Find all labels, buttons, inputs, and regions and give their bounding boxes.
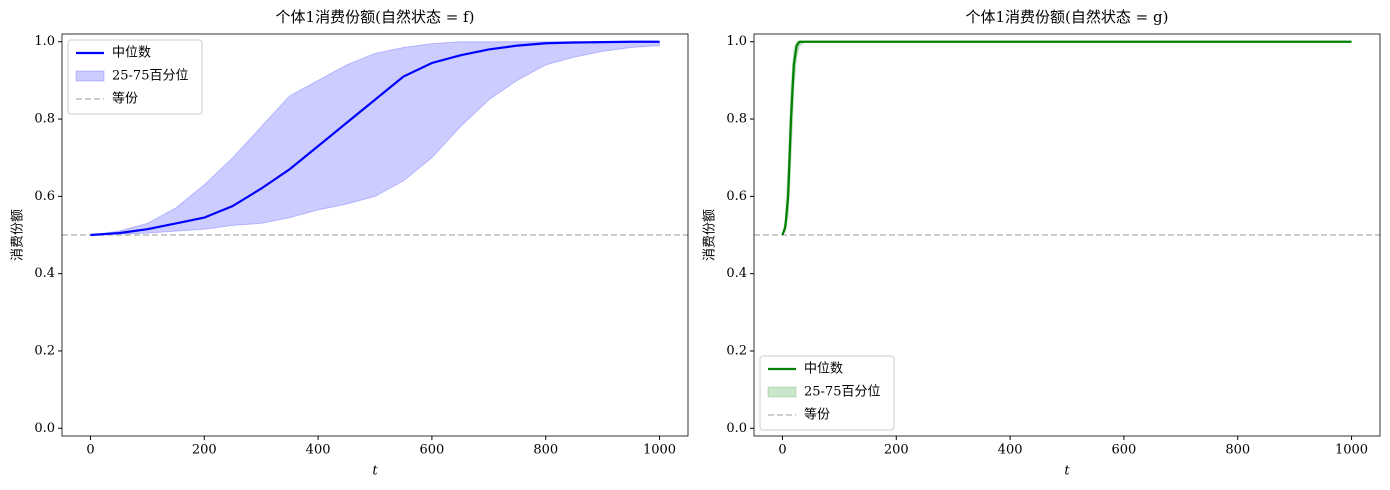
x-tick-label: 0	[86, 443, 94, 458]
line	[781, 40, 1352, 236]
legend-label: 25-75百分位	[112, 69, 188, 84]
y-tick-label: 0.2	[726, 343, 747, 358]
y-tick-label: 0.8	[726, 112, 747, 127]
legend-label: 中位数	[112, 46, 151, 61]
x-tick-label: 200	[192, 443, 217, 458]
plot-area	[754, 40, 1380, 236]
y-tick-label: 0.4	[34, 266, 55, 281]
y-tick-label: 0.6	[726, 189, 747, 204]
x-axis-label: t	[372, 464, 378, 479]
y-tick-label: 0.8	[34, 112, 55, 127]
plot-area	[62, 40, 688, 237]
legend-swatch	[75, 70, 105, 82]
x-tick-label: 1000	[1335, 443, 1368, 458]
x-tick-label: 400	[306, 443, 331, 458]
axes-frame	[61, 33, 689, 437]
band	[781, 41, 1352, 236]
y-tick-label: 0.2	[34, 343, 55, 358]
x-tick-label: 1000	[643, 443, 676, 458]
x-axis-label: t	[1064, 464, 1070, 479]
x-tick-label: 400	[998, 443, 1023, 458]
x-tick-label: 200	[884, 443, 909, 458]
y-tick-label: 1.0	[34, 34, 55, 49]
legend-label: 等份	[804, 407, 830, 423]
x-tick-label: 800	[533, 443, 558, 458]
y-tick-label: 0.4	[726, 266, 747, 281]
x-tick-label: 0	[778, 443, 786, 458]
y-tick-label: 0.0	[726, 421, 747, 436]
legend-label: 中位数	[804, 362, 843, 377]
line	[90, 40, 660, 237]
axes-frame	[753, 33, 1381, 437]
chart-title: 个体1消费份额(自然状态 = g)	[966, 8, 1169, 26]
y-tick-label: 1.0	[726, 34, 747, 49]
y-tick-label: 0.6	[34, 189, 55, 204]
y-axis-label: 消费份额	[11, 209, 26, 261]
legend-box	[67, 39, 203, 115]
y-axis-label: 消费份额	[703, 209, 718, 261]
legend-label: 25-75百分位	[804, 385, 880, 400]
legend-label: 等份	[112, 91, 138, 107]
x-tick-label: 600	[419, 443, 444, 458]
y-tick-label: 0.0	[34, 421, 55, 436]
legend-swatch	[767, 386, 797, 398]
legend-box	[759, 355, 895, 431]
x-tick-label: 600	[1111, 443, 1136, 458]
band	[90, 41, 661, 236]
x-tick-label: 800	[1225, 443, 1250, 458]
chart-title: 个体1消费份额(自然状态 = f)	[276, 8, 475, 26]
